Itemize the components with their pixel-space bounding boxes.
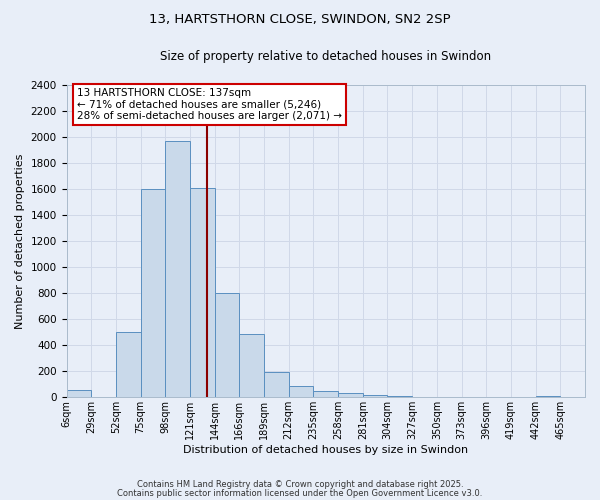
Bar	[264, 372, 289, 398]
Text: Contains HM Land Registry data © Crown copyright and database right 2025.: Contains HM Land Registry data © Crown c…	[137, 480, 463, 489]
Bar	[437, 396, 461, 398]
Bar	[116, 332, 140, 398]
Title: Size of property relative to detached houses in Swindon: Size of property relative to detached ho…	[160, 50, 491, 63]
Bar	[190, 188, 215, 398]
Text: Contains public sector information licensed under the Open Government Licence v3: Contains public sector information licen…	[118, 489, 482, 498]
X-axis label: Distribution of detached houses by size in Swindon: Distribution of detached houses by size …	[183, 445, 469, 455]
Bar	[338, 394, 363, 398]
Bar	[313, 392, 338, 398]
Text: 13 HARTSTHORN CLOSE: 137sqm
← 71% of detached houses are smaller (5,246)
28% of : 13 HARTSTHORN CLOSE: 137sqm ← 71% of det…	[77, 88, 342, 122]
Y-axis label: Number of detached properties: Number of detached properties	[15, 154, 25, 329]
Bar	[289, 386, 313, 398]
Bar	[363, 396, 388, 398]
Bar	[215, 293, 239, 398]
Text: 13, HARTSTHORN CLOSE, SWINDON, SN2 2SP: 13, HARTSTHORN CLOSE, SWINDON, SN2 2SP	[149, 12, 451, 26]
Bar	[412, 396, 437, 398]
Bar	[536, 396, 560, 398]
Bar	[388, 396, 412, 398]
Bar	[140, 189, 165, 398]
Bar	[67, 390, 91, 398]
Bar	[165, 141, 190, 398]
Bar	[239, 334, 264, 398]
